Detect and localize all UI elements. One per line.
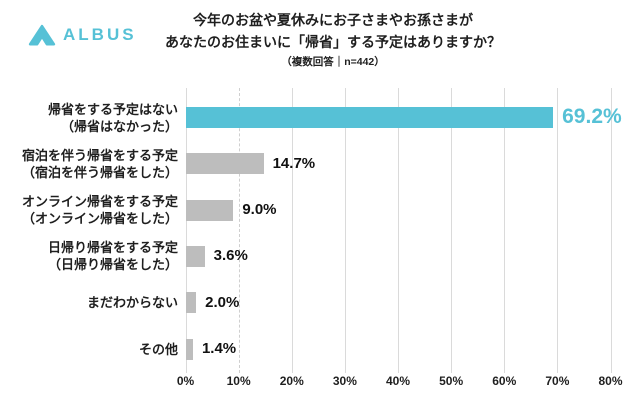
x-axis-tick-20%: 20% bbox=[279, 374, 304, 388]
category-label: 日帰り帰省をする予定 （日帰り帰省をした） bbox=[0, 239, 178, 273]
category-label: 宿泊を伴う帰省をする予定 （宿泊を伴う帰省をした） bbox=[0, 147, 178, 181]
value-label-2.0%: 2.0% bbox=[205, 293, 240, 311]
gridline-10% bbox=[238, 88, 240, 373]
category-label-line: （帰省はなかった） bbox=[60, 118, 178, 134]
value-label-14.7%: 14.7% bbox=[272, 154, 316, 172]
value-label-1.4%: 1.4% bbox=[201, 340, 237, 357]
x-axis-tick-30%: 30% bbox=[332, 374, 357, 388]
category-label-line: （オンライン帰省をした） bbox=[21, 211, 178, 227]
gridline-20% bbox=[291, 88, 293, 373]
x-axis-tick-70%: 70% bbox=[545, 374, 570, 388]
bar-69.2% bbox=[185, 107, 554, 128]
horizontal-bar-chart: 0% 10% 20% 30% 40% 50% 60% 70% 80% 帰省をする予定はない （帰省は… bbox=[0, 85, 640, 405]
category-label-line: 日帰り帰省をする予定 bbox=[47, 240, 178, 256]
chart-subtitle: （複数回答｜n=442） bbox=[281, 56, 385, 68]
gridline-70% bbox=[557, 88, 559, 373]
chart-title-line-2: あなたのお住まいに「帰省」する予定はありますか？ bbox=[165, 34, 501, 50]
gridline-40% bbox=[398, 88, 399, 373]
category-label: オンライン帰省をする予定 （オンライン帰省をした） bbox=[0, 193, 178, 227]
bar-2.0% bbox=[185, 292, 197, 314]
albus-logo: ALBUS bbox=[28, 23, 137, 47]
category-label-line: （日帰り帰省をした） bbox=[47, 257, 178, 273]
gridline-30% bbox=[344, 88, 346, 373]
x-axis-tick-10%: 10% bbox=[226, 374, 251, 388]
category-label-line: その他 bbox=[138, 341, 178, 357]
x-axis-tick-80%: 80% bbox=[598, 374, 623, 388]
chart-title-line-1: 今年のお盆や夏休みにお子さまやお孫さまが bbox=[193, 12, 473, 28]
bar-14.7% bbox=[185, 153, 264, 175]
albus-logo-text: ALBUS bbox=[63, 25, 137, 44]
category-label: まだわからない bbox=[0, 294, 178, 311]
category-label-line: 帰省をする予定はない bbox=[47, 101, 178, 117]
gridline-50% bbox=[451, 88, 453, 373]
gridline-0% bbox=[185, 88, 187, 373]
gridline-60% bbox=[504, 88, 506, 373]
gridline-80% bbox=[610, 88, 612, 373]
x-axis-tick-40%: 40% bbox=[385, 374, 411, 388]
category-label-line: オンライン帰省をする予定 bbox=[21, 194, 178, 210]
value-label-3.6%: 3.6% bbox=[213, 247, 248, 265]
x-axis-tick-0%: 0% bbox=[176, 374, 195, 388]
category-label-line: （宿泊を伴う帰省をした） bbox=[21, 164, 178, 180]
value-label-69.2%: 69.2% bbox=[562, 105, 622, 128]
chart-title-block: 今年のお盆や夏休みにお子さまやお孫さまが あなたのお住まいに「帰省」する予定はあ… bbox=[26, 9, 640, 69]
category-label-line: まだわからない bbox=[86, 295, 178, 311]
x-axis-tick-50%: 50% bbox=[439, 374, 464, 388]
category-label-line: 宿泊を伴う帰省をする予定 bbox=[21, 147, 178, 163]
bar-1.4% bbox=[185, 338, 193, 360]
albus-mountain-icon bbox=[28, 24, 56, 46]
bar-9.0% bbox=[185, 199, 234, 221]
value-label-9.0%: 9.0% bbox=[242, 201, 277, 219]
x-axis-tick-60%: 60% bbox=[492, 374, 517, 388]
category-label: 帰省をする予定はない （帰省はなかった） bbox=[0, 101, 178, 135]
bar-3.6% bbox=[185, 245, 205, 267]
category-label: その他 bbox=[0, 341, 178, 358]
